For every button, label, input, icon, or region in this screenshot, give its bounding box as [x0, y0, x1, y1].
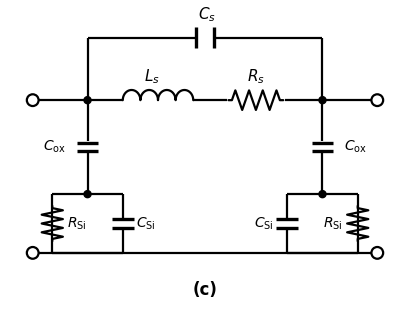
Text: $R_{\rm Si}$: $R_{\rm Si}$: [322, 215, 342, 232]
Text: $L_s$: $L_s$: [144, 68, 160, 86]
Circle shape: [84, 97, 91, 104]
Circle shape: [84, 191, 91, 198]
Circle shape: [318, 97, 325, 104]
Text: $C_{\rm ox}$: $C_{\rm ox}$: [43, 139, 66, 155]
Text: (c): (c): [192, 281, 217, 299]
Circle shape: [318, 191, 325, 198]
Text: $C_{\rm Si}$: $C_{\rm Si}$: [136, 215, 156, 232]
Text: $C_{\rm Si}$: $C_{\rm Si}$: [253, 215, 273, 232]
Text: $C_s$: $C_s$: [198, 5, 216, 24]
Text: $R_s$: $R_s$: [246, 68, 264, 86]
Text: $R_{\rm Si}$: $R_{\rm Si}$: [67, 215, 87, 232]
Text: $C_{\rm ox}$: $C_{\rm ox}$: [343, 139, 366, 155]
